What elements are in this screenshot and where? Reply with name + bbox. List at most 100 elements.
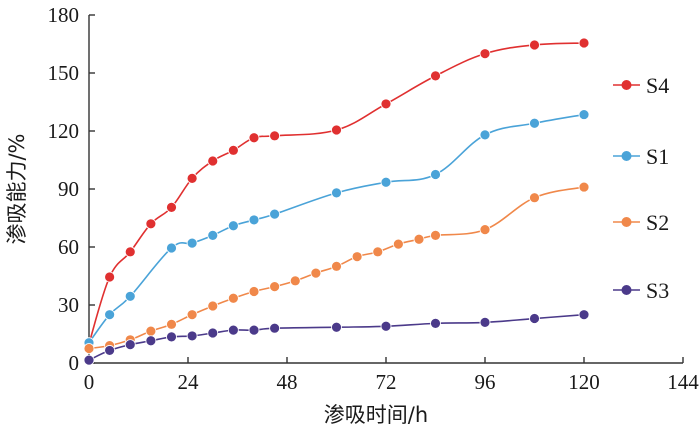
legend: S4 S1 S2 S3 xyxy=(613,73,669,303)
data-point-s2 xyxy=(145,325,157,337)
y-tick-label: 150 xyxy=(48,61,80,85)
data-point-s2 xyxy=(289,275,301,287)
data-point-s4 xyxy=(529,39,540,51)
data-point-s3 xyxy=(578,309,590,321)
legend-item-s4: S4 xyxy=(613,73,669,98)
data-point-s2 xyxy=(186,309,198,321)
data-point-s1 xyxy=(104,309,116,321)
legend-label-s2: S2 xyxy=(646,210,669,235)
legend-item-s2: S2 xyxy=(613,210,669,235)
legend-label-s3: S3 xyxy=(646,278,669,303)
data-point-s2 xyxy=(430,229,441,241)
data-point-s4 xyxy=(104,271,116,283)
data-point-s1 xyxy=(227,220,239,232)
data-point-s2 xyxy=(351,251,363,263)
series-layer xyxy=(83,37,590,366)
data-point-s2 xyxy=(372,246,384,258)
data-point-s4 xyxy=(227,144,239,156)
data-point-s4 xyxy=(124,246,136,258)
data-point-s2 xyxy=(413,233,425,245)
data-point-s2 xyxy=(392,238,404,250)
legend-marker-s1 xyxy=(621,151,632,161)
data-point-s4 xyxy=(248,132,260,144)
data-point-s2 xyxy=(331,260,342,272)
axes: 0 30 60 90 120 150 180 0 24 48 72 96 120 144 xyxy=(48,3,700,394)
data-point-s4 xyxy=(578,37,590,49)
data-point-s1 xyxy=(331,187,342,199)
data-point-s1 xyxy=(529,117,540,129)
data-point-s1 xyxy=(578,109,590,120)
data-point-s1 xyxy=(207,229,219,241)
data-point-s3 xyxy=(248,324,260,336)
x-tick-label: 96 xyxy=(475,370,496,394)
x-tick-label: 144 xyxy=(667,370,699,394)
data-point-s2 xyxy=(248,286,260,297)
series-line-s4 xyxy=(88,42,585,344)
x-axis-title: 渗吸时间/h xyxy=(324,403,428,427)
data-point-s3 xyxy=(207,327,219,339)
data-point-s2 xyxy=(578,181,590,193)
data-point-s1 xyxy=(166,242,177,254)
data-point-s1 xyxy=(248,214,260,226)
data-point-s2 xyxy=(227,292,239,304)
data-point-s4 xyxy=(269,130,281,142)
legend-marker-s4 xyxy=(621,80,632,90)
data-point-s1 xyxy=(124,290,136,302)
data-point-s4 xyxy=(145,218,157,230)
y-tick-label: 60 xyxy=(58,235,79,259)
y-tick-label: 180 xyxy=(48,3,80,27)
data-point-s1 xyxy=(479,129,491,141)
data-point-s3 xyxy=(479,316,491,328)
legend-marker-s2 xyxy=(621,217,632,227)
data-point-s3 xyxy=(430,317,441,329)
data-point-s3 xyxy=(227,324,239,336)
legend-label-s4: S4 xyxy=(646,73,669,98)
data-point-s2 xyxy=(166,318,177,330)
data-point-s4 xyxy=(186,172,198,184)
data-point-s3 xyxy=(380,320,392,332)
x-tick-label: 120 xyxy=(568,370,600,394)
data-point-s3 xyxy=(166,331,177,343)
data-point-s3 xyxy=(186,330,198,342)
data-point-s2 xyxy=(529,192,540,204)
data-point-s4 xyxy=(380,98,392,110)
data-point-s3 xyxy=(529,313,540,324)
y-tick-label: 0 xyxy=(69,351,80,375)
series-line-s1 xyxy=(88,113,585,344)
series-s2 xyxy=(83,181,590,354)
data-point-s4 xyxy=(430,70,441,82)
data-point-s1 xyxy=(186,237,198,249)
x-tick-label: 48 xyxy=(277,370,298,394)
data-point-s1 xyxy=(269,208,281,220)
data-point-s3 xyxy=(104,345,116,356)
data-point-s3 xyxy=(269,322,281,334)
series-s1 xyxy=(83,109,590,349)
data-point-s3 xyxy=(145,335,157,347)
legend-label-s1: S1 xyxy=(646,144,669,169)
x-tick-label: 24 xyxy=(178,370,200,394)
y-axis-title: 渗吸能力/% xyxy=(5,133,29,244)
legend-item-s3: S3 xyxy=(613,278,669,303)
y-tick-label: 90 xyxy=(58,177,79,201)
series-s3 xyxy=(83,309,590,366)
data-point-s1 xyxy=(380,176,392,188)
data-point-s2 xyxy=(310,267,322,279)
y-tick-label: 120 xyxy=(48,119,80,143)
data-point-s2 xyxy=(83,343,95,354)
x-tick-label: 72 xyxy=(376,370,397,394)
data-point-s3 xyxy=(124,339,136,351)
data-point-s4 xyxy=(331,124,342,136)
data-point-s4 xyxy=(207,155,219,167)
y-tick-label: 30 xyxy=(58,293,79,317)
legend-item-s1: S1 xyxy=(613,144,669,169)
data-point-s3 xyxy=(331,321,342,333)
data-point-s1 xyxy=(430,169,441,180)
data-point-s2 xyxy=(479,224,491,236)
data-point-s2 xyxy=(269,281,281,293)
x-tick-label: 0 xyxy=(84,370,95,394)
data-point-s2 xyxy=(207,300,219,312)
data-point-s4 xyxy=(479,48,491,60)
legend-marker-s3 xyxy=(621,285,632,295)
